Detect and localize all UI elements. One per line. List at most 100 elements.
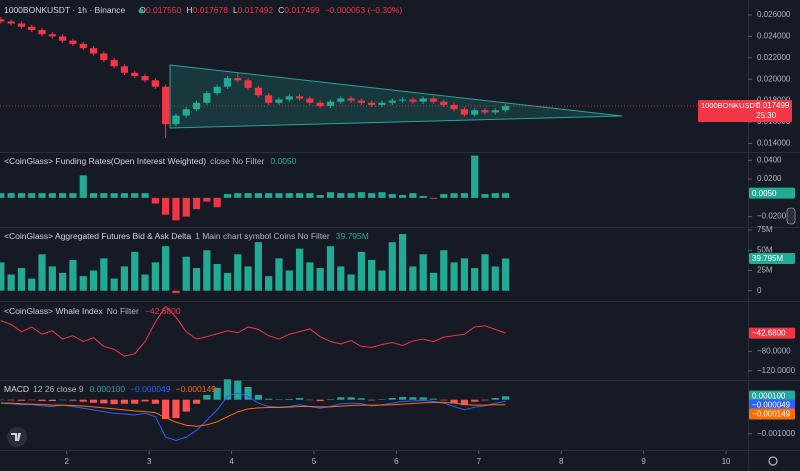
indicator-settings: close No Filter — [210, 156, 264, 166]
histogram-bar — [409, 397, 417, 400]
y-tick-label: 0 — [757, 286, 762, 295]
candle-body — [491, 110, 499, 113]
histogram-bar — [244, 387, 252, 400]
bar — [409, 193, 417, 198]
y-tick-label: −0.0200 — [757, 212, 787, 221]
price-badge — [698, 99, 792, 122]
settings-icon[interactable] — [768, 456, 778, 466]
histogram-bar — [0, 399, 5, 401]
bar — [357, 192, 365, 198]
histogram-bar — [203, 394, 211, 400]
bar — [388, 242, 396, 291]
histogram-bar — [254, 394, 262, 400]
bar — [0, 262, 5, 291]
candle-body — [7, 21, 15, 24]
value-badge — [749, 390, 795, 402]
ohlc-value: 0.017678 — [192, 5, 228, 15]
bar — [79, 276, 87, 291]
bar — [69, 193, 77, 198]
candle-body — [89, 48, 98, 54]
ohlc-value: 0.017550 — [146, 5, 182, 15]
candle-body — [337, 98, 345, 102]
candle-body — [460, 109, 468, 115]
candle-body — [110, 59, 118, 67]
candle-body — [203, 93, 211, 103]
candle-body — [79, 43, 87, 49]
bar — [141, 274, 149, 291]
bar — [337, 193, 345, 198]
value-badge — [749, 253, 795, 265]
indicator-title: <CoinGlass> Aggregated Futures Bid & Ask… — [4, 231, 191, 241]
candle-body — [471, 110, 479, 115]
bar — [388, 194, 396, 198]
bar — [481, 254, 489, 291]
histogram-bar — [275, 399, 283, 400]
bar — [234, 193, 242, 198]
histogram-bar — [172, 399, 180, 419]
candle-body — [141, 76, 149, 81]
histogram-bar — [223, 379, 232, 400]
bar — [182, 197, 190, 217]
bar — [0, 193, 5, 198]
price-badge-symbol: 1000BONKUSDT — [701, 101, 760, 110]
histogram-bar — [306, 399, 314, 401]
market-status — [138, 8, 144, 14]
bar — [481, 194, 489, 198]
histogram-bar — [192, 399, 201, 404]
bar — [131, 193, 139, 198]
scroll-handle[interactable] — [786, 207, 796, 225]
histogram-bar — [388, 397, 396, 400]
x-tick-label: 6 — [394, 457, 399, 466]
candle-body — [213, 86, 221, 94]
bar — [347, 274, 355, 291]
value-badge — [749, 399, 795, 411]
candle-body — [450, 104, 458, 110]
y-tick-label: 0.014000 — [757, 139, 791, 148]
candle-body — [38, 29, 46, 35]
candle-body — [501, 105, 510, 111]
histogram-bar — [471, 399, 479, 402]
candle-body — [100, 53, 108, 60]
histogram-bar — [141, 399, 149, 402]
bar — [244, 193, 252, 198]
y-tick-label: 0.0400 — [757, 155, 782, 164]
histogram-bar — [182, 399, 190, 412]
y-tick-label: −80.0000 — [757, 346, 791, 355]
bar — [131, 251, 139, 291]
histogram-bar — [501, 396, 510, 400]
candle-body — [440, 101, 448, 105]
symbol-title: 1000BONKUSDT · 1h · Binance — [4, 5, 126, 15]
bar — [460, 193, 468, 198]
bar — [110, 278, 118, 291]
candle-body — [162, 86, 170, 125]
bar — [306, 262, 314, 291]
candle-body — [409, 99, 417, 102]
ohlc-key: H — [186, 5, 192, 15]
price-badge-value: 0.017499 — [756, 101, 790, 110]
candle-body — [347, 98, 355, 101]
candle-body — [326, 101, 335, 106]
bar — [100, 193, 108, 198]
candle-body — [182, 109, 190, 116]
bar — [17, 268, 26, 291]
value-badge-label: 0.000100 — [752, 392, 786, 401]
line-series — [0, 401, 506, 427]
y-tick-label: 75M — [757, 225, 773, 234]
value-badge — [749, 327, 795, 339]
bar — [440, 194, 448, 198]
histogram-value: 0.000100 — [90, 384, 126, 394]
value-badge — [749, 408, 795, 420]
histogram-bar — [368, 399, 376, 401]
histogram-bar — [285, 399, 293, 400]
y-tick-label: 0.022000 — [757, 53, 791, 62]
bar — [48, 266, 56, 291]
line-series — [0, 305, 506, 357]
bar — [368, 193, 376, 198]
indicator-settings: 1 Main chart symbol Coins No Filter — [195, 231, 330, 241]
candle-body — [265, 95, 273, 103]
bar — [429, 272, 438, 291]
bar — [234, 254, 242, 291]
histogram-bar — [347, 397, 355, 400]
histogram-bar — [357, 398, 365, 400]
bar — [460, 258, 468, 291]
